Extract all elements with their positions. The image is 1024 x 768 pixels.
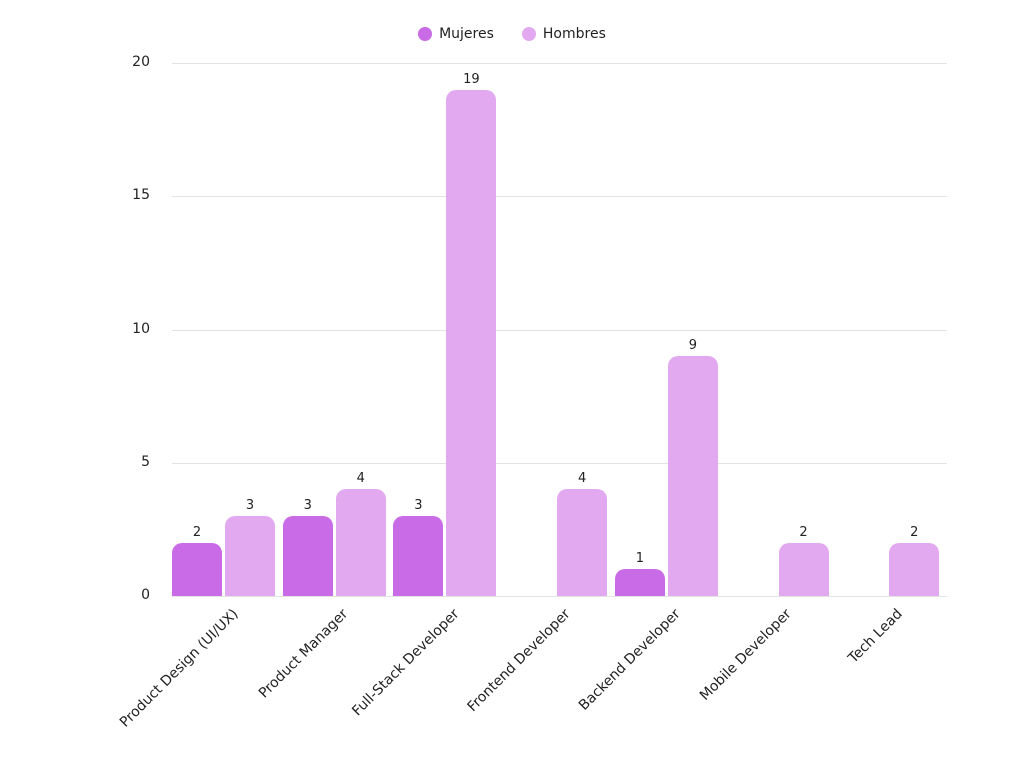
- x-tick-label: Full-Stack Developer: [349, 606, 463, 720]
- bar-hombres[interactable]: [335, 489, 386, 596]
- x-tick-label: Product Design (UI/UX): [116, 606, 242, 731]
- data-label: 2: [799, 524, 808, 540]
- bar-hombres[interactable]: [557, 489, 608, 596]
- gridline: [172, 596, 947, 597]
- bar-hombres[interactable]: [778, 542, 829, 596]
- data-label: 2: [910, 524, 919, 540]
- data-label: 19: [463, 71, 480, 87]
- data-label: 4: [356, 471, 365, 487]
- legend-swatch-hombres: [521, 27, 536, 41]
- data-label: 3: [245, 498, 255, 514]
- x-tick-label: Backend Developer: [576, 606, 684, 714]
- x-tick-label: Mobile Developer: [696, 606, 795, 704]
- data-label: 9: [688, 338, 697, 354]
- y-tick-label: 20: [132, 54, 150, 70]
- data-label: 2: [192, 524, 202, 540]
- gridline: [172, 329, 947, 331]
- gridline: [172, 196, 947, 198]
- bar-hombres[interactable]: [225, 516, 275, 596]
- legend-label-mujeres: Mujeres: [439, 26, 494, 42]
- legend-swatch-mujeres: [418, 27, 433, 41]
- bar-mujeres[interactable]: [614, 569, 665, 596]
- x-tick-label: Frontend Developer: [464, 606, 574, 716]
- data-label: 3: [414, 498, 423, 514]
- gridline: [172, 462, 947, 464]
- legend-item-hombres[interactable]: Hombres: [521, 26, 606, 42]
- bar-hombres[interactable]: [446, 89, 497, 596]
- bar-hombres[interactable]: [889, 542, 940, 596]
- y-tick-label: 5: [141, 453, 150, 470]
- x-tick-label: Product Manager: [256, 606, 352, 702]
- data-label: 3: [303, 498, 312, 514]
- x-tick-label: Tech Lead: [845, 606, 906, 667]
- y-tick-label: 10: [132, 320, 150, 337]
- bar-mujeres[interactable]: [393, 516, 444, 596]
- y-tick-label: 15: [132, 187, 150, 204]
- data-label: 4: [578, 471, 587, 487]
- data-label: 1: [635, 551, 644, 567]
- legend-item-mujeres[interactable]: Mujeres: [418, 26, 494, 42]
- legend-label-hombres: Hombres: [542, 26, 606, 42]
- bar-hombres[interactable]: [667, 356, 718, 596]
- bar-mujeres[interactable]: [282, 516, 333, 596]
- plot-area: 2 3 3 4 3 19 4 1 9 2 2: [172, 63, 947, 597]
- gridline: [172, 63, 947, 64]
- bar-mujeres[interactable]: [172, 542, 222, 596]
- y-tick-label: 0: [141, 587, 150, 603]
- chart-legend: Mujeres Hombres: [0, 26, 1024, 42]
